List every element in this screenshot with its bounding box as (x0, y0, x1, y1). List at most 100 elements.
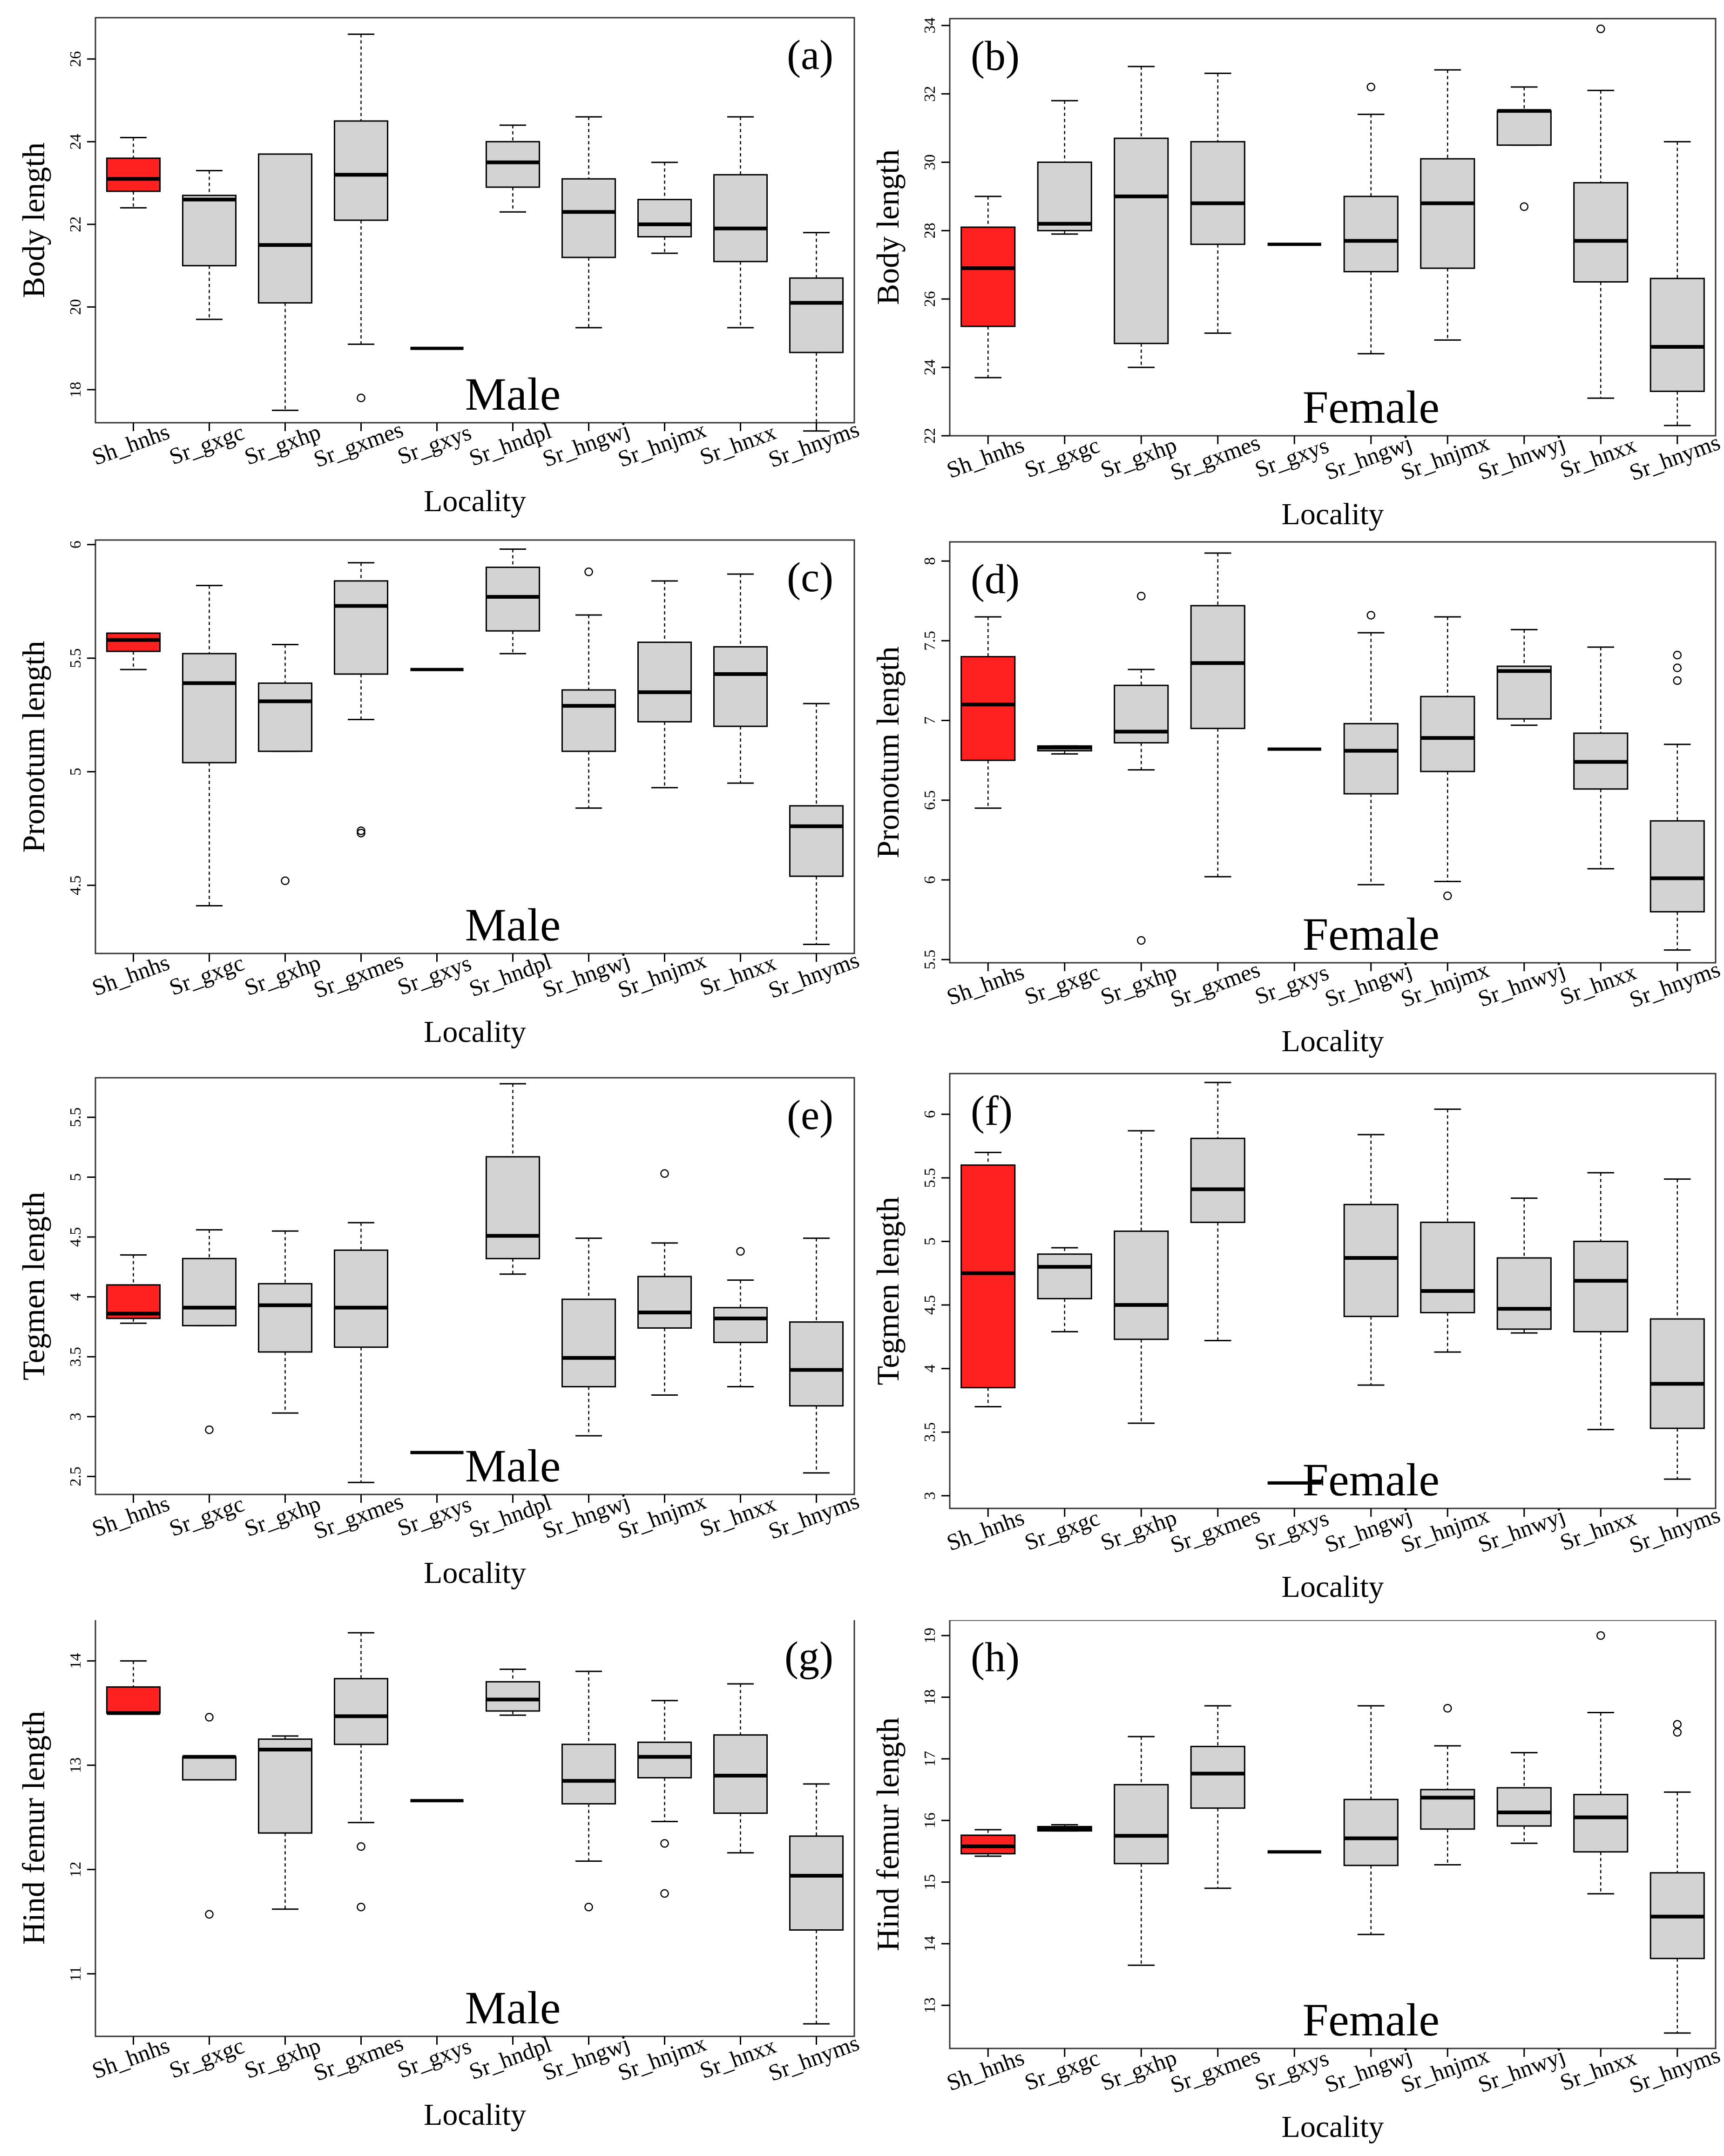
chart-svg-e: 2.533.544.555.5Sh_hnhsSr_gxgcSr_gxhpSr_g… (16, 1077, 863, 1590)
x-tick-label: Sh_hnhs (88, 949, 173, 1001)
box-Sr_hnjmx (1420, 616, 1475, 900)
box-Sr_hnjmx (1420, 69, 1475, 341)
chart-svg-g: 11121314Sh_hnhsSr_gxgcSr_gxhpSr_gxmesSr_… (16, 1620, 863, 2132)
box-rect (257, 1283, 313, 1353)
outlier-point (357, 1842, 365, 1851)
box-rect (1190, 1745, 1245, 1809)
box-rect (333, 120, 389, 221)
x-tick-label: Sr_hnxx (1556, 959, 1639, 1010)
box-Sr_gxmes (333, 1222, 389, 1483)
plot-frame (95, 17, 855, 424)
box-rect (182, 1756, 237, 1781)
outlier-point (1673, 650, 1682, 660)
box-Sr_gxmes (333, 562, 389, 838)
outlier-point (205, 1910, 214, 1919)
box-Sr_gxgc (1037, 100, 1092, 235)
x-tick-label: Sr_hnyms (765, 946, 863, 1003)
x-tick-label: Sr_hnxx (1556, 2044, 1639, 2096)
box-rect (333, 1678, 389, 1745)
box-rect (1114, 1784, 1169, 1865)
x-tick-label: Sr_hnyms (1626, 1501, 1724, 1558)
box-Sr_hnjmx (637, 1169, 692, 1396)
y-tick-label: 17 (921, 1751, 939, 1767)
x-tick-label: Sr_hnjmx (1397, 1502, 1493, 1558)
x-tick-label: Sr_hnyms (765, 416, 863, 473)
y-tick-label: 6 (67, 541, 84, 548)
box-Sh_hnhs (960, 1151, 1016, 1408)
box-rect (182, 1257, 237, 1326)
x-axis-title: Locality (424, 1015, 526, 1049)
box-Sr_hnwyj (1496, 86, 1552, 211)
box-Sr_gxgc (1037, 1824, 1092, 1832)
box-rect (713, 1307, 768, 1343)
y-tick-label: 11 (67, 1966, 84, 1981)
sex-label: Male (465, 1982, 561, 2034)
box-Sh_hnhs (960, 196, 1016, 378)
box-rect (1650, 277, 1705, 392)
x-axis-title: Locality (1282, 497, 1384, 531)
x-tick-label: Sr_hngwj (539, 2030, 633, 2085)
box-rect (106, 157, 161, 192)
box-rect (637, 199, 692, 238)
y-tick-label: 5 (921, 1237, 939, 1245)
box-rect (789, 1321, 844, 1407)
y-tick-label: 22 (67, 216, 84, 232)
x-tick-label: Sr_hndpl (466, 2031, 554, 2084)
box-rect (1343, 1203, 1399, 1318)
box-rect (485, 1156, 541, 1259)
outlier-point (1520, 202, 1528, 211)
box-rect (1496, 1257, 1552, 1330)
box-Sr_hnxx (1573, 24, 1629, 399)
box-Sr_gxhp (1114, 1130, 1169, 1424)
x-tick-label: Sr_gxmes (310, 947, 406, 1003)
box-rect (561, 1744, 616, 1805)
outlier-point (1366, 611, 1375, 620)
box-Sr_hngwj (1343, 1705, 1399, 1935)
panel-label: (e) (787, 1092, 833, 1138)
outlier-point (1366, 82, 1375, 92)
y-tick-label: 18 (921, 1689, 939, 1705)
x-tick-label: Sr_hndpl (466, 948, 554, 1001)
box-rect (1190, 141, 1245, 245)
box-rect (1496, 110, 1552, 146)
box-Sr_hngwj (1343, 1134, 1399, 1386)
sex-label: Male (465, 899, 561, 951)
box-Sr_hnjmx (637, 1700, 692, 1898)
box-Sr_hndpl (485, 1083, 541, 1275)
sex-label: Female (1303, 1454, 1440, 1506)
x-tick-label: Sr_hngwj (539, 416, 633, 472)
box-Sr_gxhp (257, 643, 313, 885)
sex-label: Female (1303, 1994, 1440, 2046)
box-rect (713, 646, 768, 727)
x-tick-label: Sr_gxgc (1021, 2044, 1103, 2095)
chart-panel-a: 18 20 22 24 26 Sh_hnhs Sr_gxgc Sr_gxhp Sr_gxmes S… (0, 0, 864, 535)
box-Sr_hnyms (789, 232, 844, 432)
x-tick-label: Sr_hnwyj (1474, 429, 1569, 485)
box-rect (182, 195, 237, 267)
box-Sr_gxmes (333, 1632, 389, 1912)
box-Sr_hnjmx (1420, 1704, 1475, 1866)
y-tick-label: 24 (921, 359, 939, 375)
chart-panel-c: 4.5 5 5.5 6 Sh_hnhs Sr_gxgc Sr_gxhp Sr_gxmes Sr_… (0, 531, 864, 1066)
outlier-point (357, 1902, 365, 1912)
x-tick-label: Sr_hnwyj (1474, 2042, 1569, 2097)
x-tick-label: Sr_gxmes (1167, 1502, 1263, 1558)
box-rect (485, 567, 541, 632)
box-Sr_hndpl (485, 124, 541, 213)
x-tick-label: Sr_hngwj (1321, 956, 1415, 1012)
y-tick-label: 6 (921, 1110, 939, 1118)
box-rect (106, 632, 161, 652)
chart-svg-c: 4.555.56Sh_hnhsSr_gxgcSr_gxhpSr_gxmesSr_… (16, 539, 863, 1049)
panel-label: (h) (971, 1635, 1020, 1681)
box-Sr_hnyms (1650, 1720, 1705, 2034)
box-Sr_hnyms (789, 703, 844, 945)
x-tick-label: Sr_gxys (394, 1491, 474, 1541)
box-rect (960, 226, 1016, 327)
box-rect (1420, 1222, 1475, 1313)
y-tick-label: 5.5 (921, 1168, 939, 1188)
box-Sr_hnxx (1573, 646, 1629, 870)
y-tick-label: 32 (921, 86, 939, 102)
outlier-point (357, 826, 365, 835)
box-Sr_gxhp (1114, 592, 1169, 945)
x-axis-title: Locality (1282, 2110, 1384, 2144)
